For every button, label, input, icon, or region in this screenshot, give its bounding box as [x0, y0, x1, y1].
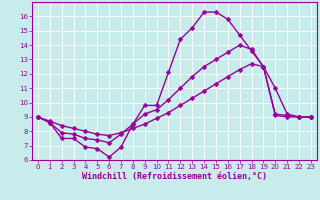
X-axis label: Windchill (Refroidissement éolien,°C): Windchill (Refroidissement éolien,°C) [82, 172, 267, 181]
